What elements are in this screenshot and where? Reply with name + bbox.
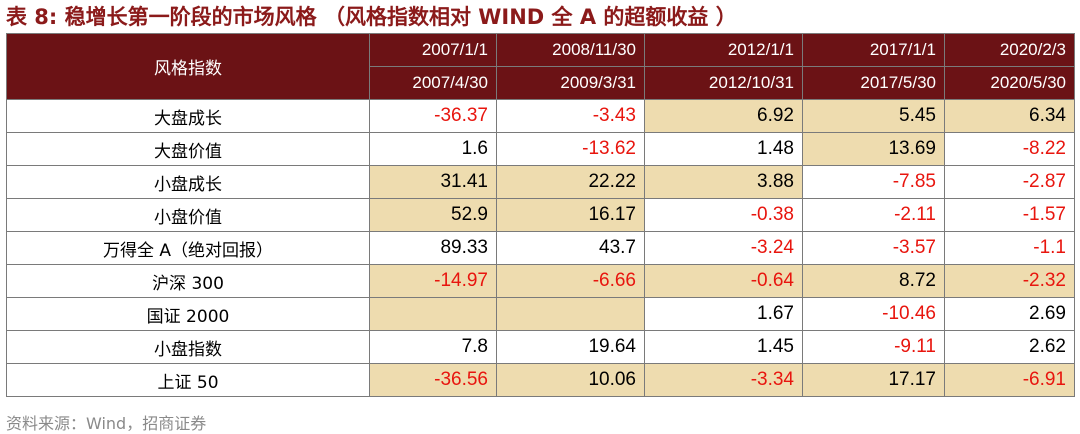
value-cell: 1.6: [369, 132, 497, 166]
value-cell: 2.62: [944, 330, 1075, 364]
value-cell: 8.72: [802, 264, 945, 298]
value-cell: 16.17: [496, 198, 645, 232]
table-row: 万得全 A（绝对回报） 89.33 43.7 -3.24 -3.57 -1.1: [6, 231, 1075, 265]
header-period-end: 2017/5/30: [802, 66, 945, 100]
value-cell: -3.43: [496, 99, 645, 133]
table-row: 小盘成长 31.41 22.22 3.88 -7.85 -2.87: [6, 165, 1075, 199]
value-cell: 1.48: [644, 132, 803, 166]
value-cell: 3.88: [644, 165, 803, 199]
value-cell: 7.8: [369, 330, 497, 364]
table-row: 沪深 300 -14.97 -6.66 -0.64 8.72 -2.32: [6, 264, 1075, 298]
table-row: 大盘成长 -36.37 -3.43 6.92 5.45 6.34: [6, 99, 1075, 133]
value-cell: [496, 297, 645, 331]
value-cell: 22.22: [496, 165, 645, 199]
header-period-start: 2020/2/3: [944, 33, 1075, 67]
row-label: 小盘价值: [6, 198, 370, 232]
value-cell: -36.37: [369, 99, 497, 133]
table-row: 国证 2000 1.67 -10.46 2.69: [6, 297, 1075, 331]
value-cell: 10.06: [496, 363, 645, 397]
value-cell: -3.34: [644, 363, 803, 397]
header-period-start: 2008/11/30: [496, 33, 645, 67]
header-row-start: 风格指数 2007/1/1 2008/11/30 2012/1/1 2017/1…: [6, 33, 1075, 100]
row-label: 小盘指数: [6, 330, 370, 364]
value-cell: 1.45: [644, 330, 803, 364]
value-cell: 1.67: [644, 297, 803, 331]
table-row: 大盘价值 1.6 -13.62 1.48 13.69 -8.22: [6, 132, 1075, 166]
value-cell: -1.57: [944, 198, 1075, 232]
value-cell: -1.1: [944, 231, 1075, 265]
row-label: 国证 2000: [6, 297, 370, 331]
row-label: 沪深 300: [6, 264, 370, 298]
value-cell: -0.64: [644, 264, 803, 298]
value-cell: -6.91: [944, 363, 1075, 397]
row-label: 大盘成长: [6, 99, 370, 133]
value-cell: 31.41: [369, 165, 497, 199]
value-cell: 2.69: [944, 297, 1075, 331]
header-period-end: 2020/5/30: [944, 66, 1075, 100]
table-row: 小盘指数 7.8 19.64 1.45 -9.11 2.62: [6, 330, 1075, 364]
value-cell: -10.46: [802, 297, 945, 331]
source-note: 资料来源：Wind，招商证券: [6, 414, 207, 433]
table-title: 表 8: 稳增长第一阶段的市场风格 （风格指数相对 WIND 全 A 的超额收益…: [6, 5, 737, 29]
value-cell: 17.17: [802, 363, 945, 397]
value-cell: 6.92: [644, 99, 803, 133]
header-period-start: 2007/1/1: [369, 33, 497, 67]
header-period-end: 2012/10/31: [644, 66, 803, 100]
value-cell: 52.9: [369, 198, 497, 232]
header-period-end: 2009/3/31: [496, 66, 645, 100]
value-cell: -8.22: [944, 132, 1075, 166]
value-cell: 13.69: [802, 132, 945, 166]
row-label: 万得全 A（绝对回报）: [6, 231, 370, 265]
value-cell: 89.33: [369, 231, 497, 265]
value-cell: 6.34: [944, 99, 1075, 133]
header-corner-label: 风格指数: [6, 33, 370, 100]
value-cell: -0.38: [644, 198, 803, 232]
header-row-end: 2007/4/30 2009/3/31 2012/10/31 2017/5/30…: [7, 66, 1075, 100]
value-cell: -2.32: [944, 264, 1075, 298]
header-period-start: 2017/1/1: [802, 33, 945, 67]
value-cell: 19.64: [496, 330, 645, 364]
row-label: 小盘成长: [6, 165, 370, 199]
table-header: 风格指数 2007/1/1 2008/11/30 2012/1/1 2017/1…: [6, 33, 1075, 100]
table-body: 大盘成长 -36.37 -3.43 6.92 5.45 6.34 大盘价值 1.…: [6, 99, 1075, 397]
row-label: 上证 50: [6, 363, 370, 397]
row-label: 大盘价值: [6, 132, 370, 166]
value-cell: [369, 297, 497, 331]
value-cell: -7.85: [802, 165, 945, 199]
value-cell: -36.56: [369, 363, 497, 397]
table-row: 小盘价值 52.9 16.17 -0.38 -2.11 -1.57: [6, 198, 1075, 232]
header-period-start: 2012/1/1: [644, 33, 803, 67]
value-cell: -2.87: [944, 165, 1075, 199]
value-cell: -3.57: [802, 231, 945, 265]
value-cell: -2.11: [802, 198, 945, 232]
value-cell: 43.7: [496, 231, 645, 265]
style-excess-return-table: 风格指数 2007/1/1 2008/11/30 2012/1/1 2017/1…: [6, 33, 1075, 397]
header-period-end: 2007/4/30: [369, 66, 497, 100]
value-cell: -14.97: [369, 264, 497, 298]
value-cell: -13.62: [496, 132, 645, 166]
value-cell: 5.45: [802, 99, 945, 133]
table-row: 上证 50 -36.56 10.06 -3.34 17.17 -6.91: [6, 363, 1075, 397]
value-cell: -3.24: [644, 231, 803, 265]
value-cell: -9.11: [802, 330, 945, 364]
value-cell: -6.66: [496, 264, 645, 298]
